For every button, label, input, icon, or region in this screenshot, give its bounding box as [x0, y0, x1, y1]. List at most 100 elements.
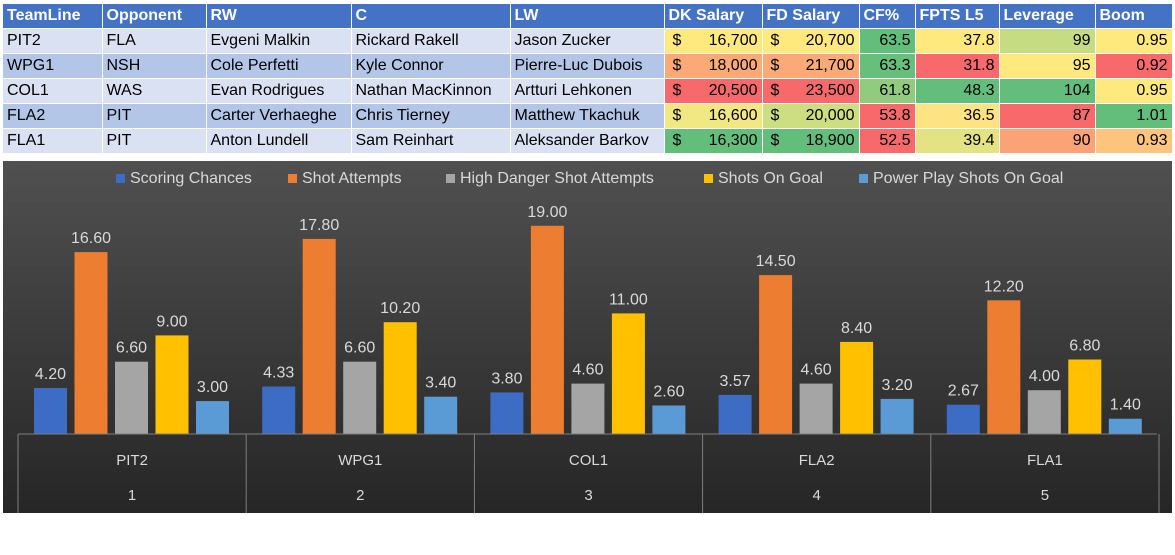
- cell-dk-salary[interactable]: $16,300: [664, 128, 763, 153]
- header-teamline[interactable]: TeamLine: [3, 4, 103, 29]
- cell-rw[interactable]: Evan Rodrigues: [206, 78, 352, 104]
- cell-fd-salary[interactable]: $21,700: [762, 53, 860, 79]
- cell-dk-salary[interactable]: $16,700: [664, 28, 763, 54]
- salary-value: 16,600: [708, 107, 758, 124]
- cell-teamline[interactable]: FLA1: [3, 128, 103, 153]
- cell-c[interactable]: Rickard Rakell: [351, 28, 511, 54]
- salary-value: 23,500: [805, 82, 855, 99]
- header-fpts-l5[interactable]: FPTS L5: [915, 4, 1000, 29]
- bar-wpg1-series-3: [343, 361, 377, 434]
- category-label: PIT2: [116, 452, 148, 469]
- data-label: 6.60: [116, 340, 147, 357]
- salary-value: 16,700: [708, 32, 758, 49]
- data-label: 16.60: [71, 230, 111, 247]
- cell-teamline[interactable]: FLA2: [3, 103, 103, 129]
- cell-rw[interactable]: Anton Lundell: [206, 128, 352, 153]
- cell-dk-salary[interactable]: $16,600: [664, 103, 763, 129]
- data-label: 1.40: [1110, 397, 1141, 414]
- cell-rw[interactable]: Cole Perfetti: [206, 53, 352, 79]
- cell-lw[interactable]: Artturi Lehkonen: [510, 78, 665, 104]
- cell-leverage[interactable]: 87: [999, 103, 1096, 129]
- cell-boom[interactable]: 1.01: [1095, 103, 1173, 129]
- cell-boom[interactable]: 0.92: [1095, 53, 1173, 79]
- currency-symbol: $: [672, 132, 682, 149]
- header-c[interactable]: C: [351, 4, 511, 29]
- table-header-row: TeamLine Opponent RW C LW DK Salary FD S…: [3, 4, 1173, 29]
- salary-value: 20,500: [708, 82, 758, 99]
- header-boom[interactable]: Boom: [1095, 4, 1173, 29]
- currency-symbol: $: [770, 57, 780, 74]
- cell-c[interactable]: Chris Tierney: [351, 103, 511, 129]
- header-leverage[interactable]: Leverage: [999, 4, 1096, 29]
- cell-fd-salary[interactable]: $23,500: [762, 78, 860, 104]
- cell-fd-salary[interactable]: $20,700: [762, 28, 860, 54]
- cell-teamline[interactable]: WPG1: [3, 53, 103, 79]
- header-opponent[interactable]: Opponent: [102, 4, 207, 29]
- header-dk-salary[interactable]: DK Salary: [664, 4, 763, 29]
- cell-opponent[interactable]: PIT: [102, 128, 207, 153]
- legend-swatch: [446, 174, 455, 183]
- cell-fd-salary[interactable]: $20,000: [762, 103, 860, 129]
- cell-leverage[interactable]: 104: [999, 78, 1096, 104]
- data-label: 4.33: [263, 365, 294, 382]
- cell-c[interactable]: Kyle Connor: [351, 53, 511, 79]
- data-label: 17.80: [299, 217, 339, 234]
- cell-opponent[interactable]: PIT: [102, 103, 207, 129]
- cell-leverage[interactable]: 99: [999, 28, 1096, 54]
- cell-opponent[interactable]: FLA: [102, 28, 207, 54]
- data-label: 3.80: [491, 370, 522, 387]
- cell-fpts-l5[interactable]: 37.8: [915, 28, 1000, 54]
- cell-boom[interactable]: 0.93: [1095, 128, 1173, 153]
- cell-rw[interactable]: Carter Verhaeghe: [206, 103, 352, 129]
- salary-value: 18,900: [805, 132, 855, 149]
- cell-cf-pct[interactable]: 63.3: [859, 53, 916, 79]
- cell-rw[interactable]: Evgeni Malkin: [206, 28, 352, 54]
- category-index-label: 1: [128, 487, 136, 504]
- cell-lw[interactable]: Pierre-Luc Dubois: [510, 53, 665, 79]
- cell-lw[interactable]: Jason Zucker: [510, 28, 665, 54]
- bar-fla2-series-1: [718, 394, 752, 434]
- bar-pit2-series-5: [196, 401, 229, 434]
- table-row: FLA1 PIT Anton Lundell Sam Reinhart Aleksand…: [3, 128, 1173, 153]
- cell-boom[interactable]: 0.95: [1095, 28, 1173, 54]
- cell-teamline[interactable]: COL1: [3, 78, 103, 104]
- cell-fpts-l5[interactable]: 36.5: [915, 103, 1000, 129]
- cell-boom[interactable]: 0.95: [1095, 78, 1173, 104]
- legend-label: Shots On Goal: [718, 170, 823, 187]
- cell-opponent[interactable]: NSH: [102, 53, 207, 79]
- cell-cf-pct[interactable]: 53.8: [859, 103, 916, 129]
- bar-fla2-series-3: [799, 383, 833, 434]
- cell-fpts-l5[interactable]: 39.4: [915, 128, 1000, 153]
- category-index-label: 5: [1041, 487, 1049, 504]
- cell-fpts-l5[interactable]: 48.3: [915, 78, 1000, 104]
- cell-dk-salary[interactable]: $20,500: [664, 78, 763, 104]
- table-row: FLA2 PIT Carter Verhaeghe Chris Tierney Matt…: [3, 103, 1173, 129]
- chart-panel: Scoring Chances Shot Attempts High Danger …: [3, 161, 1172, 513]
- cell-cf-pct[interactable]: 52.5: [859, 128, 916, 153]
- data-label: 4.00: [1029, 368, 1060, 385]
- cell-cf-pct[interactable]: 63.5: [859, 28, 916, 54]
- cell-leverage[interactable]: 95: [999, 53, 1096, 79]
- legend-label: High Danger Shot Attempts: [460, 170, 654, 187]
- legend-swatch: [288, 174, 297, 183]
- cell-dk-salary[interactable]: $18,000: [664, 53, 763, 79]
- cell-c[interactable]: Sam Reinhart: [351, 128, 511, 153]
- cell-lw[interactable]: Matthew Tkachuk: [510, 103, 665, 129]
- cell-opponent[interactable]: WAS: [102, 78, 207, 104]
- cell-teamline[interactable]: PIT2: [3, 28, 103, 54]
- data-label: 6.60: [344, 340, 375, 357]
- data-label: 19.00: [527, 204, 567, 221]
- header-cf-pct[interactable]: CF%: [859, 4, 916, 29]
- bar-fla1-series-5: [1108, 418, 1142, 434]
- cell-leverage[interactable]: 90: [999, 128, 1096, 153]
- cell-fpts-l5[interactable]: 31.8: [915, 53, 1000, 79]
- header-fd-salary[interactable]: FD Salary: [762, 4, 860, 29]
- cell-lw[interactable]: Aleksander Barkov: [510, 128, 665, 153]
- cell-fd-salary[interactable]: $18,900: [762, 128, 860, 153]
- cell-c[interactable]: Nathan MacKinnon: [351, 78, 511, 104]
- bar-wpg1-series-4: [383, 322, 417, 434]
- header-rw[interactable]: RW: [206, 4, 352, 29]
- header-lw[interactable]: LW: [510, 4, 665, 29]
- data-label: 2.67: [948, 383, 979, 400]
- cell-cf-pct[interactable]: 61.8: [859, 78, 916, 104]
